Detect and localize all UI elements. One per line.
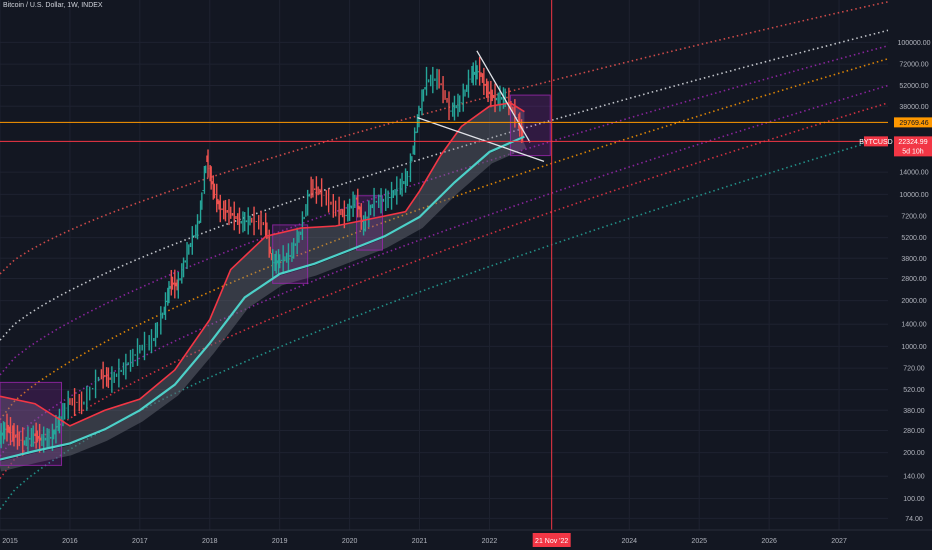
rainbow-curve-0 — [0, 1, 889, 275]
y-tick-label: 14000.00 — [899, 170, 928, 177]
y-tick-label: 200.00 — [903, 450, 925, 457]
y-tick-label: 38000.00 — [899, 104, 928, 111]
rainbow-curve-2 — [0, 45, 889, 376]
symbol-badge — [864, 136, 888, 147]
trendline-0 — [476, 50, 531, 143]
x-tick-label: 2026 — [761, 538, 777, 545]
x-tick-label: 2027 — [831, 538, 847, 545]
time-axis-bg — [0, 530, 932, 550]
level-badge — [894, 117, 932, 128]
time-axis[interactable]: 2015 2016 2017 2018 2019 2020 2021 2022 2024 2025… — [0, 529, 932, 550]
price-badge-value: 22324.99 — [898, 139, 927, 146]
marker-date-badge — [532, 533, 571, 547]
trendlines[interactable] — [417, 50, 545, 162]
x-tick-label: 2022 — [482, 538, 498, 545]
y-tick-label: 7200.00 — [901, 214, 926, 221]
x-tick-label: 2025 — [691, 538, 707, 545]
x-tick-label: 2021 — [412, 538, 428, 545]
y-tick-label: 100.00 — [903, 496, 925, 503]
ema-band-fill — [0, 102, 525, 460]
x-tick-label: 2017 — [132, 538, 148, 545]
y-tick-label: 52000.00 — [899, 83, 928, 90]
rainbow-curve-4 — [0, 84, 889, 457]
x-tick-label: 2019 — [272, 538, 288, 545]
y-tick-label: 72000.00 — [899, 62, 928, 69]
rainbow-curve-3 — [0, 58, 889, 421]
y-tick-label: 1000.00 — [901, 344, 926, 351]
chart-title: Bitcoin / U.S. Dollar, 1W, INDEX — [3, 2, 103, 9]
rainbow-curve-1 — [0, 29, 889, 341]
price-badge — [894, 136, 932, 157]
level-badge-label: 29769.46 — [899, 120, 928, 127]
y-tick-label: 3800.00 — [901, 256, 926, 263]
trendline-1 — [417, 116, 545, 162]
x-tick-label: 2020 — [342, 538, 358, 545]
rainbow-curve-6 — [0, 135, 889, 510]
y-tick-label: 380.00 — [903, 408, 925, 415]
y-tick-label: 720.00 — [903, 366, 925, 373]
price-badge-countdown: 5d 10h — [902, 148, 924, 155]
y-tick-label: 5200.00 — [901, 235, 926, 242]
y-tick-label: 2800.00 — [901, 276, 926, 283]
price-axis[interactable]: 100000.00 72000.00 52000.00 38000.00 14000.0… — [859, 0, 932, 550]
y-tick-label: 2000.00 — [901, 298, 926, 305]
rainbow-curves — [0, 1, 889, 510]
x-tick-label: 2018 — [202, 538, 218, 545]
y-tick-label: 140.00 — [903, 474, 925, 481]
y-tick-label: 100000.00 — [897, 40, 930, 47]
y-tick-label: 74.00 — [905, 516, 923, 523]
y-tick-label: 280.00 — [903, 428, 925, 435]
ema-band — [0, 102, 527, 472]
ema-slow-halo — [0, 139, 527, 472]
symbol-badge-label: BYTCUSD — [859, 139, 892, 146]
x-tick-label: 2016 — [62, 538, 78, 545]
ema-slow-line — [0, 135, 525, 461]
ema-fast-line — [0, 102, 525, 427]
price-series — [0, 56, 525, 461]
range-box-3 — [509, 94, 551, 157]
marker-date-label: 21 Nov '22 — [535, 538, 568, 545]
y-tick-label: 10000.00 — [899, 192, 928, 199]
y-tick-label: 520.00 — [903, 387, 925, 394]
y-tick-label: 1400.00 — [901, 322, 926, 329]
price-axis-bg — [888, 0, 932, 550]
horizontal-levels[interactable] — [0, 0, 888, 530]
x-tick-label: 2024 — [622, 538, 638, 545]
x-tick-label: 2015 — [2, 538, 18, 545]
